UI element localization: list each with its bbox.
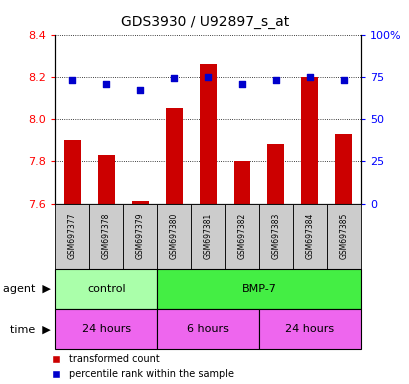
FancyBboxPatch shape bbox=[326, 204, 360, 269]
Text: GSM697379: GSM697379 bbox=[135, 213, 144, 260]
Text: GSM697383: GSM697383 bbox=[271, 213, 280, 259]
Text: GSM697377: GSM697377 bbox=[67, 213, 76, 260]
Text: 24 hours: 24 hours bbox=[81, 324, 130, 334]
Text: GSM697381: GSM697381 bbox=[203, 213, 212, 259]
Bar bbox=[233, 161, 250, 204]
Text: agent  ▶: agent ▶ bbox=[3, 284, 51, 294]
Text: control: control bbox=[87, 284, 125, 294]
Point bbox=[103, 81, 109, 87]
FancyBboxPatch shape bbox=[157, 309, 258, 349]
Point bbox=[238, 81, 245, 87]
Text: time  ▶: time ▶ bbox=[11, 324, 51, 334]
Point bbox=[272, 77, 279, 83]
Point bbox=[204, 74, 211, 80]
Bar bbox=[267, 144, 284, 204]
FancyBboxPatch shape bbox=[292, 204, 326, 269]
FancyBboxPatch shape bbox=[123, 204, 157, 269]
Bar bbox=[64, 140, 81, 204]
Text: GSM697385: GSM697385 bbox=[339, 213, 348, 259]
FancyBboxPatch shape bbox=[55, 204, 89, 269]
FancyBboxPatch shape bbox=[55, 309, 157, 349]
Text: GSM697378: GSM697378 bbox=[101, 213, 110, 259]
FancyBboxPatch shape bbox=[258, 309, 360, 349]
Point bbox=[69, 77, 75, 83]
Point bbox=[306, 74, 312, 80]
Bar bbox=[131, 201, 148, 204]
FancyBboxPatch shape bbox=[258, 204, 292, 269]
Legend: transformed count, percentile rank within the sample: transformed count, percentile rank withi… bbox=[46, 354, 234, 379]
Bar bbox=[165, 108, 182, 204]
Text: GSM697382: GSM697382 bbox=[237, 213, 246, 259]
FancyBboxPatch shape bbox=[191, 204, 225, 269]
Text: GSM697380: GSM697380 bbox=[169, 213, 178, 259]
Point bbox=[340, 77, 346, 83]
FancyBboxPatch shape bbox=[157, 204, 191, 269]
Point bbox=[171, 75, 177, 81]
Text: 24 hours: 24 hours bbox=[285, 324, 334, 334]
Text: GDS3930 / U92897_s_at: GDS3930 / U92897_s_at bbox=[121, 15, 288, 29]
FancyBboxPatch shape bbox=[157, 269, 360, 309]
Text: 6 hours: 6 hours bbox=[187, 324, 229, 334]
Text: GSM697384: GSM697384 bbox=[305, 213, 314, 259]
Bar bbox=[301, 77, 318, 204]
Bar bbox=[97, 155, 115, 204]
Text: BMP-7: BMP-7 bbox=[241, 284, 276, 294]
Point bbox=[137, 87, 143, 93]
FancyBboxPatch shape bbox=[89, 204, 123, 269]
FancyBboxPatch shape bbox=[225, 204, 258, 269]
FancyBboxPatch shape bbox=[55, 269, 157, 309]
Bar bbox=[199, 64, 216, 204]
Bar bbox=[335, 134, 351, 204]
